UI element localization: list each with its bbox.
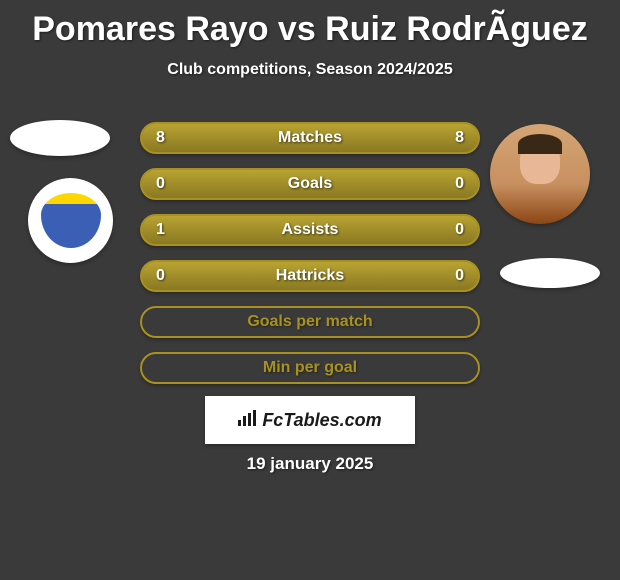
brand-badge[interactable]: FcTables.com: [205, 396, 415, 444]
stat-row-assists: 1 Assists 0: [140, 214, 480, 246]
stat-left-value: 1: [156, 221, 165, 239]
stat-label: Min per goal: [263, 359, 357, 377]
player-right-avatar: [490, 124, 590, 224]
chart-bars-icon: [238, 410, 256, 431]
stat-label: Goals per match: [247, 313, 372, 331]
stat-row-matches: 8 Matches 8: [140, 122, 480, 154]
stat-left-value: 0: [156, 267, 165, 285]
player-left-avatar: [10, 120, 110, 156]
stat-right-value: 0: [455, 175, 464, 193]
stat-row-min-per-goal: Min per goal: [140, 352, 480, 384]
stat-left-value: 8: [156, 129, 165, 147]
stat-row-hattricks: 0 Hattricks 0: [140, 260, 480, 292]
page-title: Pomares Rayo vs Ruiz RodrÃ­guez: [0, 0, 620, 49]
stat-right-value: 8: [455, 129, 464, 147]
stat-right-value: 0: [455, 221, 464, 239]
player-left-club-badge: [28, 178, 113, 263]
stat-label: Matches: [278, 129, 342, 147]
stat-label: Hattricks: [276, 267, 344, 285]
stats-container: 8 Matches 8 0 Goals 0 1 Assists 0 0 Hatt…: [140, 122, 480, 398]
subtitle: Club competitions, Season 2024/2025: [0, 61, 620, 79]
stat-left-value: 0: [156, 175, 165, 193]
stat-label: Assists: [282, 221, 339, 239]
player-right-club-badge: [500, 258, 600, 288]
brand-text: FcTables.com: [262, 410, 381, 431]
stat-row-goals: 0 Goals 0: [140, 168, 480, 200]
club-crest-icon: [41, 193, 101, 248]
stat-row-goals-per-match: Goals per match: [140, 306, 480, 338]
stat-label: Goals: [288, 175, 332, 193]
stat-right-value: 0: [455, 267, 464, 285]
date-label: 19 january 2025: [0, 454, 620, 474]
